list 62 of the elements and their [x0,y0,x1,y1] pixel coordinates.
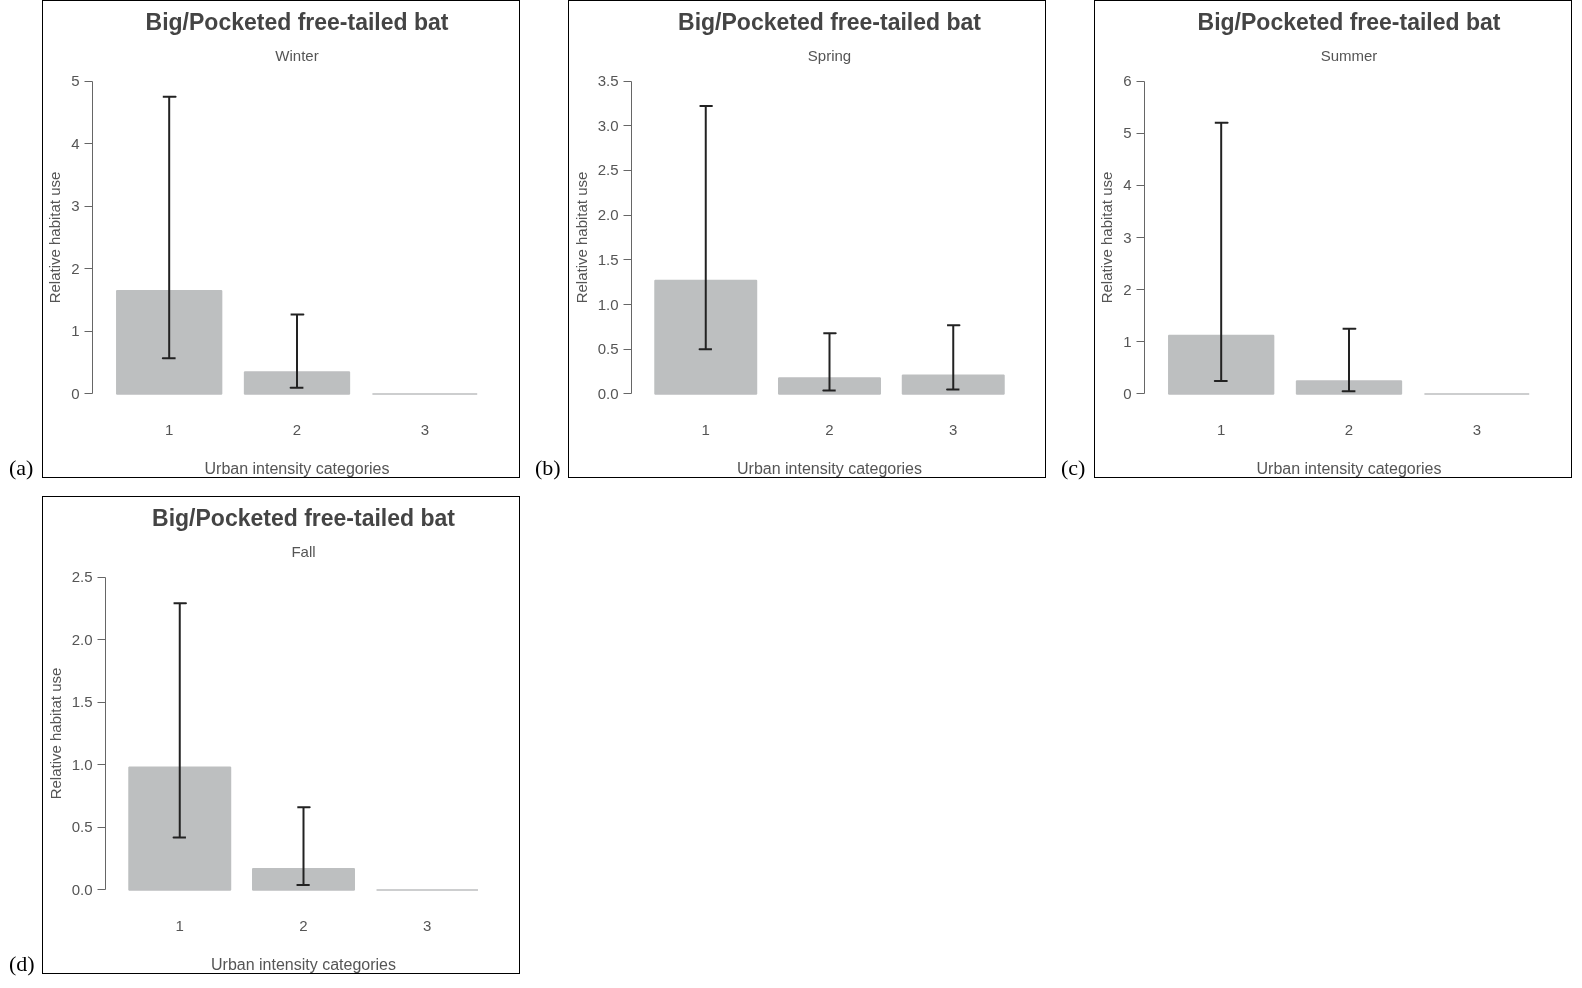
x-tick-label: 3 [423,916,432,934]
y-tick-label: 0 [1123,384,1132,402]
y-tick-label: 1.5 [597,250,619,268]
x-axis-title: Urban intensity categories [204,459,390,477]
y-tick-label: 4 [1123,176,1132,194]
y-tick-label: 1.0 [597,295,619,313]
x-tick-label: 3 [1472,420,1481,438]
chart-subtitle: Summer [1320,46,1378,64]
x-tick-label: 2 [1344,420,1354,438]
y-tick-label: 0.5 [71,818,93,836]
bar [901,374,1005,395]
y-tick-label: 0.5 [597,340,619,358]
chart-subtitle: Fall [291,542,316,560]
bar [654,279,758,395]
y-tick-label: 2.5 [71,568,93,586]
x-tick-label: 2 [299,916,308,934]
y-tick-label: 2 [1123,280,1132,298]
text: (c) [1061,453,1086,482]
x-tick-label: 3 [420,420,429,438]
x-tick-label: 1 [175,916,184,934]
text: (d) [9,949,35,978]
y-tick-label: 5 [1123,124,1132,142]
y-tick-label: 1.0 [71,755,93,773]
text: (a) [9,453,34,482]
x-axis-title: Urban intensity categories [211,955,396,973]
y-axis-title: Relative habitat use [1098,171,1116,304]
y-tick-label: 0.0 [597,384,619,402]
y-tick-label: 1 [1123,332,1132,350]
y-tick-label: 3 [1123,228,1132,246]
y-tick-label: 3.0 [597,116,619,134]
x-tick-label: 1 [701,420,710,438]
chart-title: Big/Pocketed free-tailed bat [145,8,449,35]
y-tick-label: 3 [71,197,80,215]
chart-title: Big/Pocketed free-tailed bat [678,8,982,35]
x-tick-label: 2 [825,420,834,438]
y-tick-label: 2.0 [71,630,93,648]
x-tick-label: 3 [949,420,958,438]
text: (b) [535,453,561,482]
y-axis-title: Relative habitat use [46,171,64,304]
y-tick-label: 4 [71,134,80,152]
y-tick-label: 1 [71,322,80,340]
y-tick-label: 2.0 [597,206,619,224]
bar [778,377,881,395]
x-tick-label: 1 [165,420,174,438]
x-tick-label: 2 [292,420,302,438]
x-axis-title: Urban intensity categories [737,459,922,477]
chart-title: Big/Pocketed free-tailed bat [152,504,456,531]
chart-subtitle: Spring [807,46,852,64]
y-tick-label: 3.5 [597,72,619,90]
chart-subtitle: Winter [275,46,319,64]
y-tick-label: 2.5 [597,161,619,179]
y-tick-label: 2 [71,259,80,277]
x-tick-label: 1 [1217,420,1226,438]
y-axis-title: Relative habitat use [46,667,64,800]
y-tick-label: 0.0 [71,880,93,898]
y-tick-label: 5 [71,72,80,90]
chart-title: Big/Pocketed free-tailed bat [1197,8,1501,35]
x-axis-title: Urban intensity categories [1256,459,1442,477]
y-tick-label: 6 [1123,72,1132,90]
y-axis-title: Relative habitat use [572,171,590,304]
y-tick-label: 0 [71,384,80,402]
y-tick-label: 1.5 [71,693,93,711]
